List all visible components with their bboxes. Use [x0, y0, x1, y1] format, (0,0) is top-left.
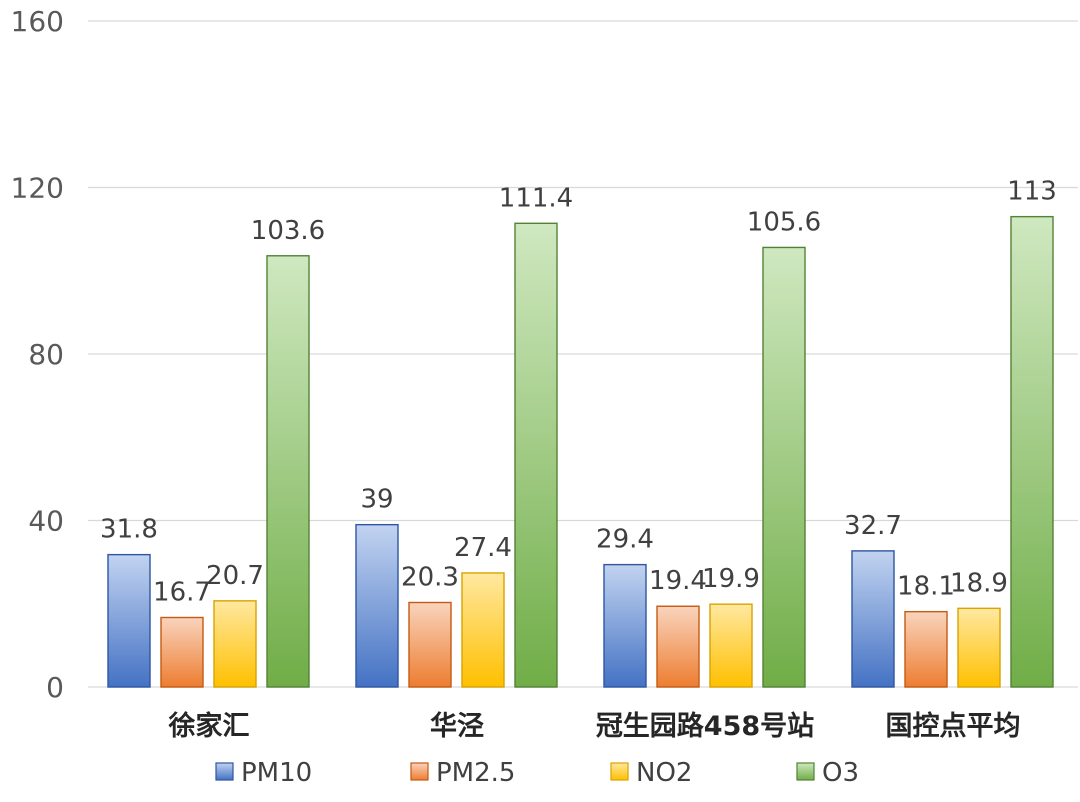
y-tick-label: 160 [11, 5, 64, 38]
data-label-pm10-1: 39 [360, 485, 393, 515]
category-label: 徐家汇 [168, 710, 250, 742]
y-tick-label: 0 [46, 671, 64, 704]
legend-label: O3 [822, 758, 859, 788]
bar-pm2-5-3 [904, 610, 948, 688]
legend-item-pm10: PM10 [215, 758, 312, 788]
data-label-o3-0: 103.6 [251, 216, 325, 246]
legend-label: PM10 [241, 758, 312, 788]
legend-label: NO2 [636, 758, 692, 788]
y-tick-label: 80 [28, 338, 64, 371]
bar-o3-0 [266, 255, 310, 688]
data-label-no2-3: 18.9 [950, 568, 1008, 598]
legend-swatch [796, 762, 815, 781]
bars [107, 215, 1054, 688]
legend-item-pm2-5: PM2.5 [410, 758, 515, 788]
category-label: 国控点平均 [886, 711, 1021, 742]
data-label-no2-0: 20.7 [206, 561, 264, 591]
data-label-pm2-5-2: 19.4 [649, 566, 707, 596]
legend-swatch [410, 762, 429, 781]
bar-pm10-1 [355, 523, 399, 688]
bar-no2-2 [709, 603, 753, 688]
data-label-pm2-5-1: 20.3 [401, 563, 459, 593]
data-label-pm2-5-0: 16.7 [153, 577, 211, 607]
bar-o3-1 [514, 222, 558, 688]
bar-pm2-5-1 [408, 601, 452, 688]
y-tick-label: 120 [11, 172, 64, 205]
y-tick-label: 40 [28, 505, 64, 538]
bar-no2-0 [213, 600, 257, 688]
legend-item-o3: O3 [796, 758, 859, 788]
bar-pm2-5-0 [160, 616, 204, 688]
bar-pm10-2 [603, 563, 647, 688]
legend-swatch [215, 762, 234, 781]
data-label-o3-1: 111.4 [499, 183, 573, 213]
bar-o3-2 [762, 246, 806, 688]
data-label-pm10-0: 31.8 [100, 515, 158, 545]
bar-pm10-0 [107, 553, 151, 688]
category-label: 冠生园路458号站 [596, 710, 814, 742]
bar-pm10-3 [851, 550, 895, 688]
data-label-pm10-2: 29.4 [596, 525, 654, 555]
legend-item-no2: NO2 [610, 758, 692, 788]
category-label: 华泾 [430, 710, 484, 742]
data-label-pm10-3: 32.7 [844, 511, 902, 541]
bar-no2-3 [957, 607, 1001, 688]
bar-pm2-5-2 [656, 605, 700, 688]
data-label-no2-2: 19.9 [702, 564, 760, 594]
data-labels: 31.8 16.720.7 103.6 39 20.327.4 111.4 29.4 19.4… [100, 177, 1057, 608]
data-label-o3-3: 113 [1007, 177, 1057, 207]
legend-label: PM2.5 [436, 758, 515, 788]
legend: PM10 PM2.5 NO2 O3 [215, 758, 859, 788]
data-label-no2-1: 27.4 [454, 533, 512, 563]
category-labels: 徐家汇 华泾 冠生园路458号站 国控点平均 [168, 710, 1021, 742]
bar-o3-3 [1010, 215, 1054, 688]
y-axis-tick-labels: 0 40 80 120 160 [11, 5, 64, 704]
bar-no2-1 [461, 572, 505, 688]
legend-swatch [610, 762, 629, 781]
data-label-pm2-5-3: 18.1 [897, 572, 955, 602]
data-label-o3-2: 105.6 [747, 207, 821, 237]
